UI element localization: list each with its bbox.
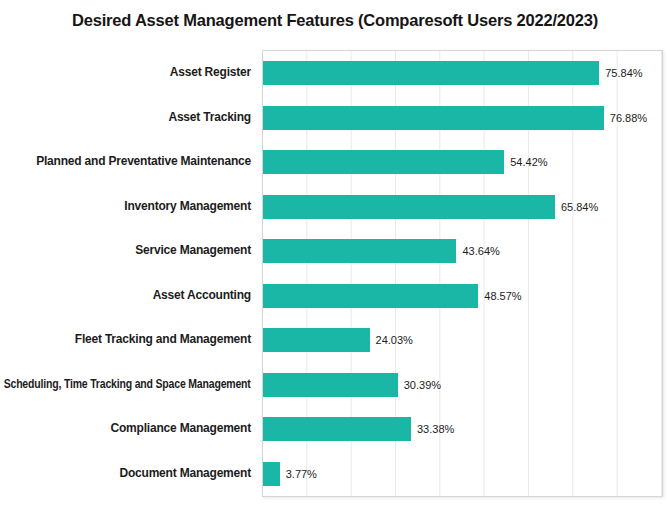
category-label: Scheduling, Time Tracking and Space Mana… bbox=[0, 362, 251, 407]
bar-row: 24.03% bbox=[263, 318, 662, 363]
bar-row: 65.84% bbox=[263, 185, 662, 230]
category-label: Inventory Management bbox=[0, 184, 251, 229]
bar-row: 43.64% bbox=[263, 229, 662, 274]
category-label-text: Scheduling, Time Tracking and Space Mana… bbox=[4, 377, 251, 391]
category-label-text: Asset Register bbox=[170, 65, 251, 79]
value-label: 65.84% bbox=[561, 201, 598, 213]
value-label: 43.64% bbox=[462, 245, 499, 257]
bar bbox=[263, 417, 411, 441]
category-label: Asset Tracking bbox=[0, 95, 251, 140]
category-label-text: Inventory Management bbox=[124, 199, 251, 213]
category-label: Asset Accounting bbox=[0, 273, 251, 318]
category-label-text: Document Management bbox=[119, 466, 251, 480]
bar bbox=[263, 150, 504, 174]
bar bbox=[263, 284, 478, 308]
bar-row: 48.57% bbox=[263, 274, 662, 319]
bar bbox=[263, 195, 555, 219]
bar-row: 76.88% bbox=[263, 96, 662, 141]
category-label: Fleet Tracking and Management bbox=[0, 317, 251, 362]
bar-row: 33.38% bbox=[263, 407, 662, 452]
category-axis: Asset Register Asset Tracking Planned and … bbox=[0, 50, 251, 497]
category-label: Service Management bbox=[0, 228, 251, 273]
value-label: 48.57% bbox=[484, 290, 521, 302]
category-label-text: Planned and Preventative Maintenance bbox=[36, 154, 251, 168]
value-label: 54.42% bbox=[510, 156, 547, 168]
bar-row: 54.42% bbox=[263, 140, 662, 185]
bar-row: 30.39% bbox=[263, 363, 662, 408]
value-label: 3.77% bbox=[286, 468, 317, 480]
bar bbox=[263, 239, 456, 263]
category-label-text: Asset Tracking bbox=[168, 110, 251, 124]
category-label-text: Service Management bbox=[135, 243, 251, 257]
value-label: 33.38% bbox=[417, 423, 454, 435]
bar-row: 75.84% bbox=[263, 51, 662, 96]
value-label: 76.88% bbox=[610, 112, 647, 124]
bar bbox=[263, 462, 280, 486]
category-label-text: Fleet Tracking and Management bbox=[75, 332, 251, 346]
bar bbox=[263, 106, 604, 130]
category-label: Planned and Preventative Maintenance bbox=[0, 139, 251, 184]
category-label: Asset Register bbox=[0, 50, 251, 95]
chart-title: Desired Asset Management Features (Compa… bbox=[0, 11, 670, 30]
bar-row: 3.77% bbox=[263, 452, 662, 497]
category-label: Compliance Management bbox=[0, 406, 251, 451]
plot-area: 75.84% 76.88% 54.42% 65.84% 43.64% 48.57% 24.0… bbox=[262, 50, 663, 497]
category-label-text: Compliance Management bbox=[111, 421, 252, 435]
bar bbox=[263, 61, 599, 85]
value-label: 75.84% bbox=[605, 67, 642, 79]
category-label: Document Management bbox=[0, 451, 251, 496]
value-label: 24.03% bbox=[376, 334, 413, 346]
category-label-text: Asset Accounting bbox=[153, 288, 251, 302]
value-label: 30.39% bbox=[404, 379, 441, 391]
bar bbox=[263, 373, 398, 397]
bar bbox=[263, 328, 370, 352]
